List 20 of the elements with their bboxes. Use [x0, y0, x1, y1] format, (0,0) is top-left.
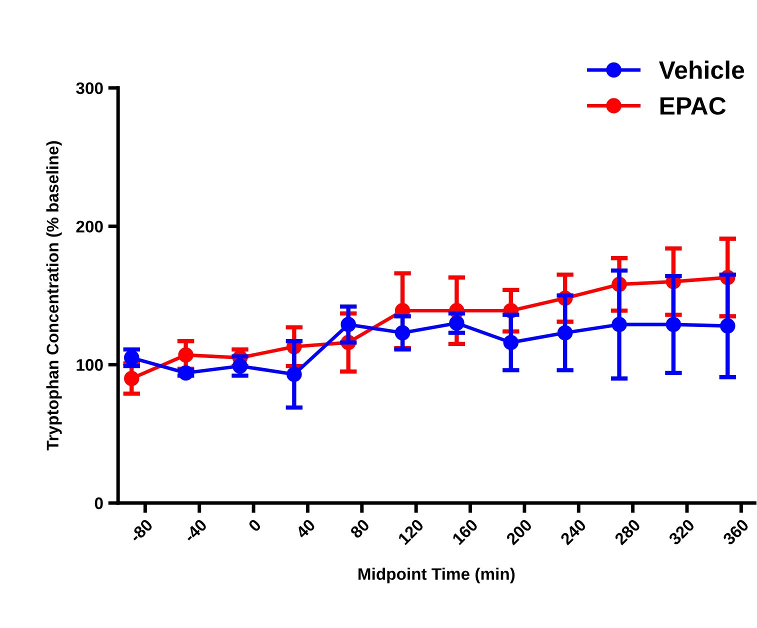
x-tick-label: 120 — [397, 518, 424, 546]
legend-label: Vehicle — [658, 60, 744, 79]
x-tick-label: 80 — [349, 518, 370, 539]
y-tick-label: 100 — [76, 359, 103, 371]
y-tick-label: 200 — [76, 220, 103, 232]
y-tick-label: 0 — [94, 497, 103, 510]
x-tick-label: -80 — [128, 518, 154, 543]
x-tick-label: 160 — [452, 518, 478, 546]
x-tick-label: -40 — [183, 518, 208, 543]
x-tick-label: 280 — [614, 518, 641, 546]
x-tick-label: 320 — [668, 518, 696, 546]
y-tick-label: 300 — [76, 82, 103, 94]
x-tick-label: 40 — [295, 518, 316, 540]
x-tick-label: 0 — [248, 518, 262, 532]
legend-label: EPAC — [660, 97, 726, 115]
x-tick-label: 200 — [506, 518, 533, 546]
x-tick-label: 240 — [560, 518, 587, 546]
y-axis-title: Tryptophan Concentration (% baseline) — [46, 141, 62, 450]
x-tick-label: 360 — [722, 518, 750, 546]
x-axis-title: Midpoint Time (min) — [358, 568, 515, 584]
